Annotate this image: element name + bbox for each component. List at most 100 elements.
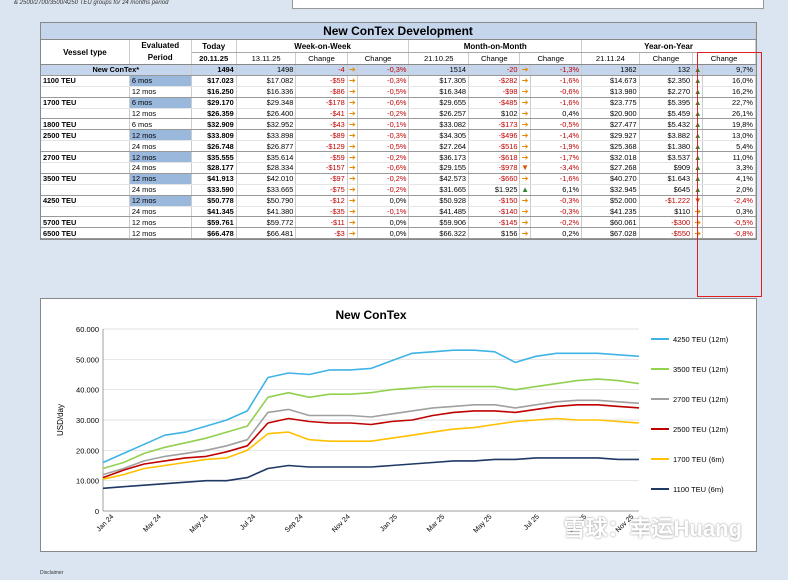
year-up-arrow-icon: ▲ xyxy=(693,65,702,75)
cell-period: 12 mos xyxy=(129,151,192,164)
year-arrow-cell: ▲ xyxy=(692,108,704,120)
month-right-arrow-icon: ➔ xyxy=(521,65,529,75)
cell-month-change: -$618 xyxy=(468,151,521,164)
year-up-arrow-icon: ▲ xyxy=(693,87,702,97)
year-up-arrow-icon: ▲ xyxy=(693,141,702,151)
week-arrow-cell: ➔ xyxy=(347,195,359,207)
week-right-arrow-icon: ➔ xyxy=(349,163,356,173)
table-row: 24 mos $33.590 $33.665 -$75 ➔ -0,2% $31.665 $1.… xyxy=(41,184,756,196)
cell-week-value: $29.348 xyxy=(236,97,297,109)
cell-year-change: $2.350 xyxy=(639,75,694,87)
month-right-arrow-icon: ➔ xyxy=(521,217,529,227)
month-arrow-cell: ➔ xyxy=(519,227,531,240)
month-arrow-cell: ➔ xyxy=(519,108,531,120)
cell-period: 6 mos xyxy=(129,75,192,87)
cell-period: 12 mos xyxy=(129,129,192,142)
legend-label: 3500 TEU (12m) xyxy=(673,365,729,374)
cell-vessel-type xyxy=(41,140,130,153)
year-up-arrow-icon: ▲ xyxy=(693,119,702,129)
cell-year-change: -$300 xyxy=(639,216,694,229)
cell-month-change: -$173 xyxy=(468,118,521,131)
month-arrow-cell: ➔ xyxy=(519,140,531,153)
cell-year-value: $13.980 xyxy=(581,86,640,98)
cell-week-value: $41.380 xyxy=(236,206,297,218)
cell-year-change: $3.537 xyxy=(639,151,694,164)
cell-month-value: $34.305 xyxy=(408,129,470,142)
series-line xyxy=(102,349,640,464)
month-right-arrow-icon: ➔ xyxy=(521,87,529,97)
date-month: 21.10.25 xyxy=(408,52,470,65)
header-week: Week-on-Week xyxy=(236,39,410,53)
cell-year-pct: 19,8% xyxy=(702,118,756,131)
cell-month-value: $17.305 xyxy=(408,75,470,87)
cell-month-value: $41.485 xyxy=(408,206,470,218)
cell-month-pct: -0,2% xyxy=(530,216,583,229)
cell-week-value: $32.952 xyxy=(236,118,297,131)
date-year: 21.11.24 xyxy=(581,52,640,65)
table-row: 24 mos $28.177 $28.334 -$157 ➔ -0,6% $29.155 -$… xyxy=(41,162,756,174)
cell-month-value: $36.173 xyxy=(408,151,470,164)
cell-month-pct: -0,6% xyxy=(530,86,583,98)
cell-month-pct: -1,6% xyxy=(530,75,583,87)
cell-week-value: $33.665 xyxy=(236,184,297,196)
week-right-arrow-icon: ➔ xyxy=(349,228,356,238)
contex-table: New ConTex Development Vessel type Evalu… xyxy=(41,23,756,240)
cell-month-value: $31.665 xyxy=(408,184,470,196)
cell-period: 24 mos xyxy=(129,162,192,174)
chart-panel: New ConTex 0 10.000 20.000 30.000 40.000 50.00… xyxy=(40,298,757,552)
table-title: New ConTex Development xyxy=(41,23,756,40)
month-arrow-cell: ➔ xyxy=(519,216,531,229)
cell-month-value: $50.928 xyxy=(408,195,470,207)
x-tick-label: Sep 24 xyxy=(284,513,305,534)
y-tick-label: 60.000 xyxy=(76,325,99,334)
cell-month-pct: 0,2% xyxy=(530,227,583,240)
year-right-arrow-icon: ➔ xyxy=(694,228,702,238)
table-row: 12 mos $26.359 $26.400 -$41 ➔ -0,2% $26.257 $10… xyxy=(41,108,756,120)
table-row: 12 mos $16.250 $16.336 -$86 ➔ -0,5% $16.348 -$9… xyxy=(41,86,756,98)
year-up-arrow-icon: ▲ xyxy=(693,185,702,195)
cell-today: $28.177 xyxy=(191,162,237,174)
month-arrow-cell: ➔ xyxy=(519,195,531,207)
date-today: 20.11.25 xyxy=(191,52,237,65)
cell-period: 12 mos xyxy=(129,227,192,240)
cell-month-change: -$98 xyxy=(468,86,521,98)
week-arrow-cell: ➔ xyxy=(347,206,359,218)
cell-year-pct: 11,0% xyxy=(702,151,756,164)
year-arrow-cell: ➔ xyxy=(692,227,704,240)
cell-week-change: -$59 xyxy=(295,151,348,164)
cell-year-value: $67.028 xyxy=(581,227,640,240)
x-tick-label: Jul 24 xyxy=(239,513,257,531)
week-arrow-cell: ➔ xyxy=(347,64,359,76)
year-arrow-cell: ▲ xyxy=(692,64,704,76)
year-arrow-cell: ➔ xyxy=(692,206,704,218)
label-change-m: Change xyxy=(468,52,521,65)
cell-week-value: $16.336 xyxy=(236,86,297,98)
cell-vessel-type: 5700 TEU xyxy=(41,216,130,229)
cell-year-change: $645 xyxy=(639,184,694,196)
cell-year-pct: -2,4% xyxy=(702,195,756,207)
label-change-y: Change xyxy=(639,52,694,65)
year-arrow-cell: ▲ xyxy=(692,86,704,98)
cell-year-change: $110 xyxy=(639,206,694,218)
cell-month-pct: -0,5% xyxy=(530,118,583,131)
series-line xyxy=(102,404,640,479)
week-arrow-cell: ➔ xyxy=(347,118,359,131)
cell-year-pct: 4,1% xyxy=(702,173,756,185)
cell-week-value: $42.010 xyxy=(236,173,297,185)
legend-label: 1700 TEU (6m) xyxy=(673,455,725,464)
year-down-arrow-icon: ▼ xyxy=(693,196,702,206)
cell-year-pct: 0,3% xyxy=(702,206,756,218)
week-arrow-cell: ➔ xyxy=(347,173,359,185)
week-arrow-cell: ➔ xyxy=(347,227,359,240)
cell-vessel-type xyxy=(41,184,130,196)
cell-month-pct: -1,3% xyxy=(530,64,583,76)
cell-year-pct: 3,3% xyxy=(702,162,756,174)
top-box xyxy=(292,0,764,9)
cell-month-value: $59.906 xyxy=(408,216,470,229)
cell-year-pct: 16,0% xyxy=(702,75,756,87)
week-arrow-cell: ➔ xyxy=(347,162,359,174)
cell-vessel-type: 4250 TEU xyxy=(41,195,130,207)
cell-week-pct: -0,3% xyxy=(357,129,410,142)
x-tick-label: Mar 24 xyxy=(142,513,162,533)
month-right-arrow-icon: ➔ xyxy=(521,152,529,162)
